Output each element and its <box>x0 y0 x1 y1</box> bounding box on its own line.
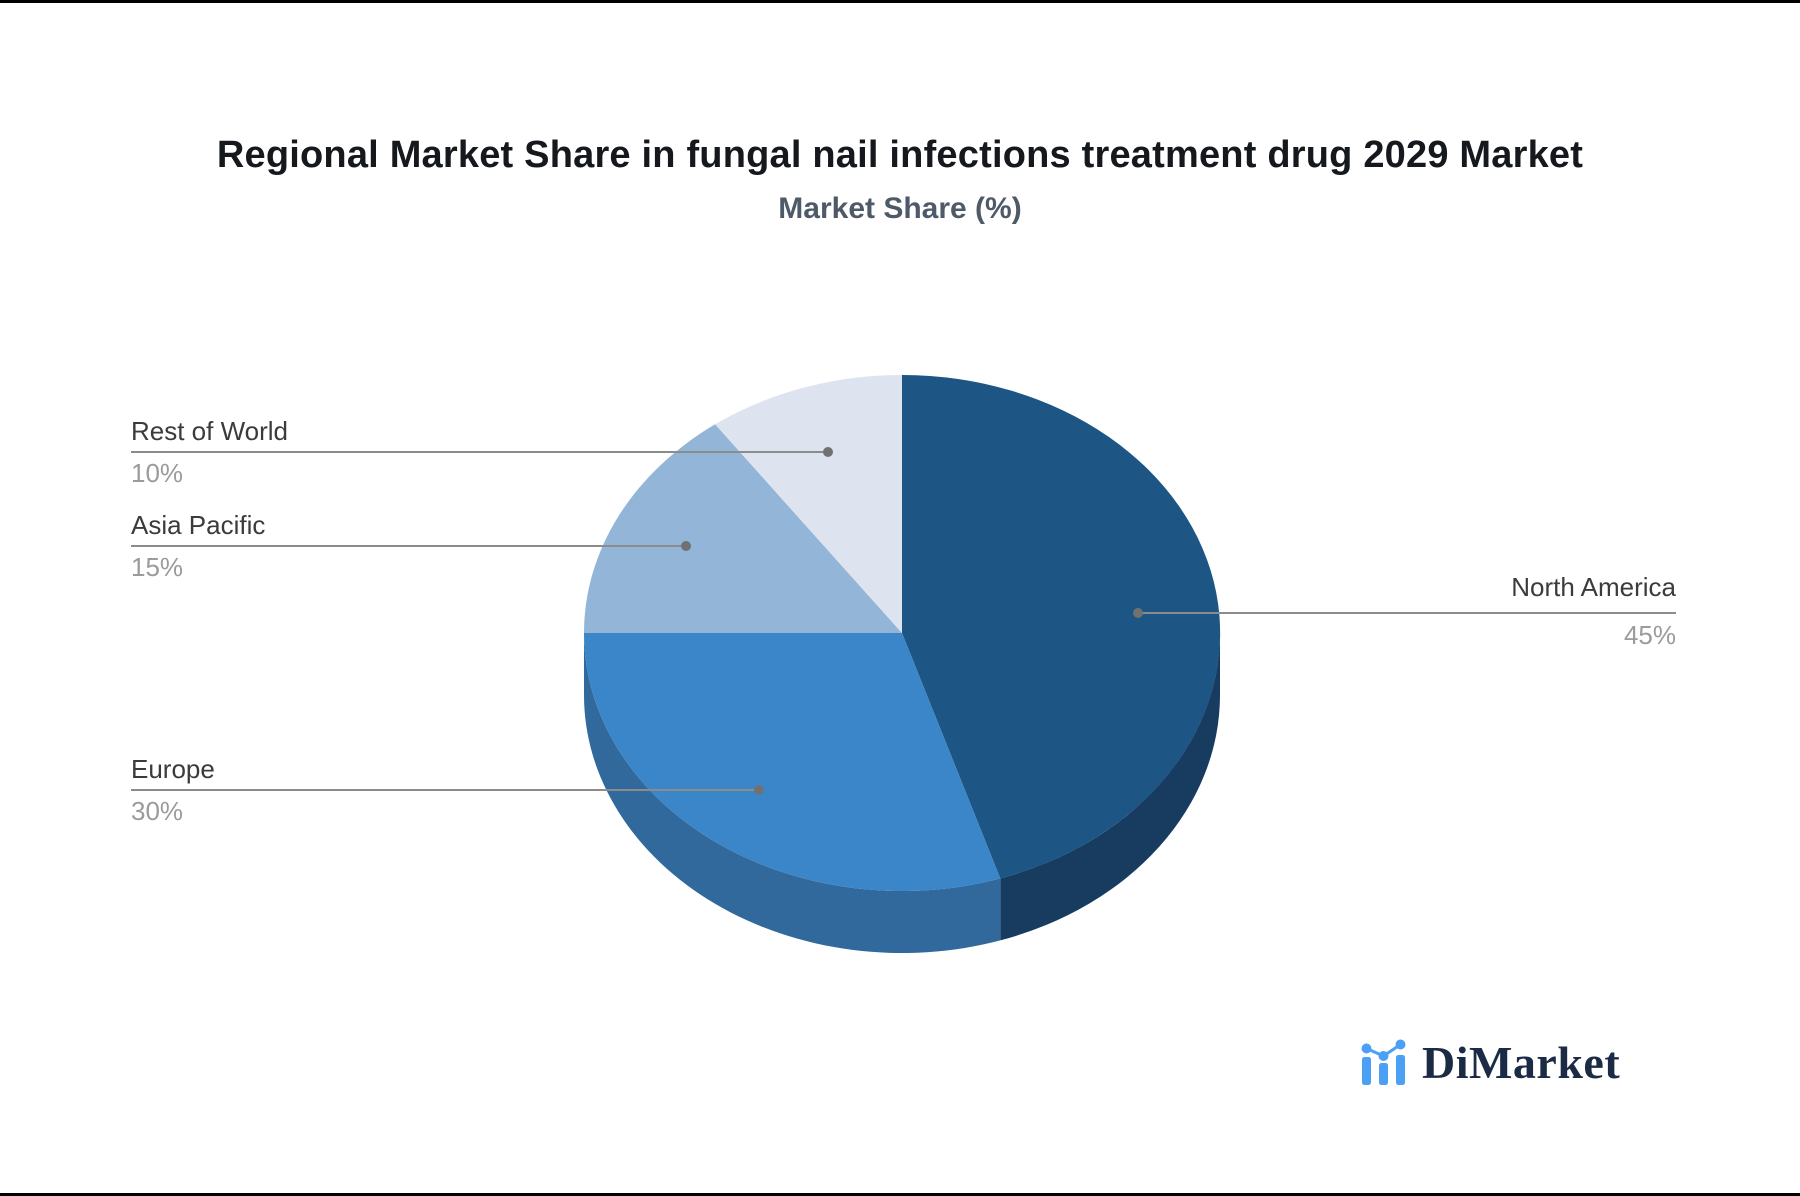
label-europe: Europe <box>131 754 215 784</box>
pie-slice-north-america[interactable] <box>902 374 1221 879</box>
pie-slice-asia-pacific[interactable] <box>584 424 902 633</box>
label-rest-of-world: Rest of World <box>131 416 289 446</box>
pie-side-north-america <box>1000 633 1220 941</box>
leader-dot-rest-of-world <box>823 447 833 457</box>
value-europe: 30% <box>131 796 184 826</box>
leader-dot-north-america <box>1133 608 1143 618</box>
leader-dot-europe <box>754 785 764 795</box>
pie-slice-rest-of-world[interactable] <box>715 375 902 633</box>
value-rest-of-world: 10% <box>131 458 184 488</box>
top-border <box>0 0 1800 3</box>
label-asia-pacific: Asia Pacific <box>131 510 266 540</box>
leader-dot-asia-pacific <box>681 541 691 551</box>
label-north-america: North America <box>1511 572 1676 602</box>
pie-side-europe <box>583 633 1001 954</box>
value-asia-pacific: 15% <box>131 552 184 582</box>
brand-logo[interactable]: DiMarket <box>1360 1036 1620 1089</box>
chart-subtitle: Market Share (%) <box>778 192 1022 225</box>
value-north-america: 45% <box>1623 620 1676 650</box>
bar-line-chart-icon <box>1361 1039 1406 1085</box>
brand-name: DiMarket <box>1422 1037 1621 1088</box>
chart-title: Regional Market Share in fungal nail inf… <box>216 134 1584 176</box>
bottom-border <box>0 1193 1800 1196</box>
pie-slice-europe[interactable] <box>583 633 1001 892</box>
